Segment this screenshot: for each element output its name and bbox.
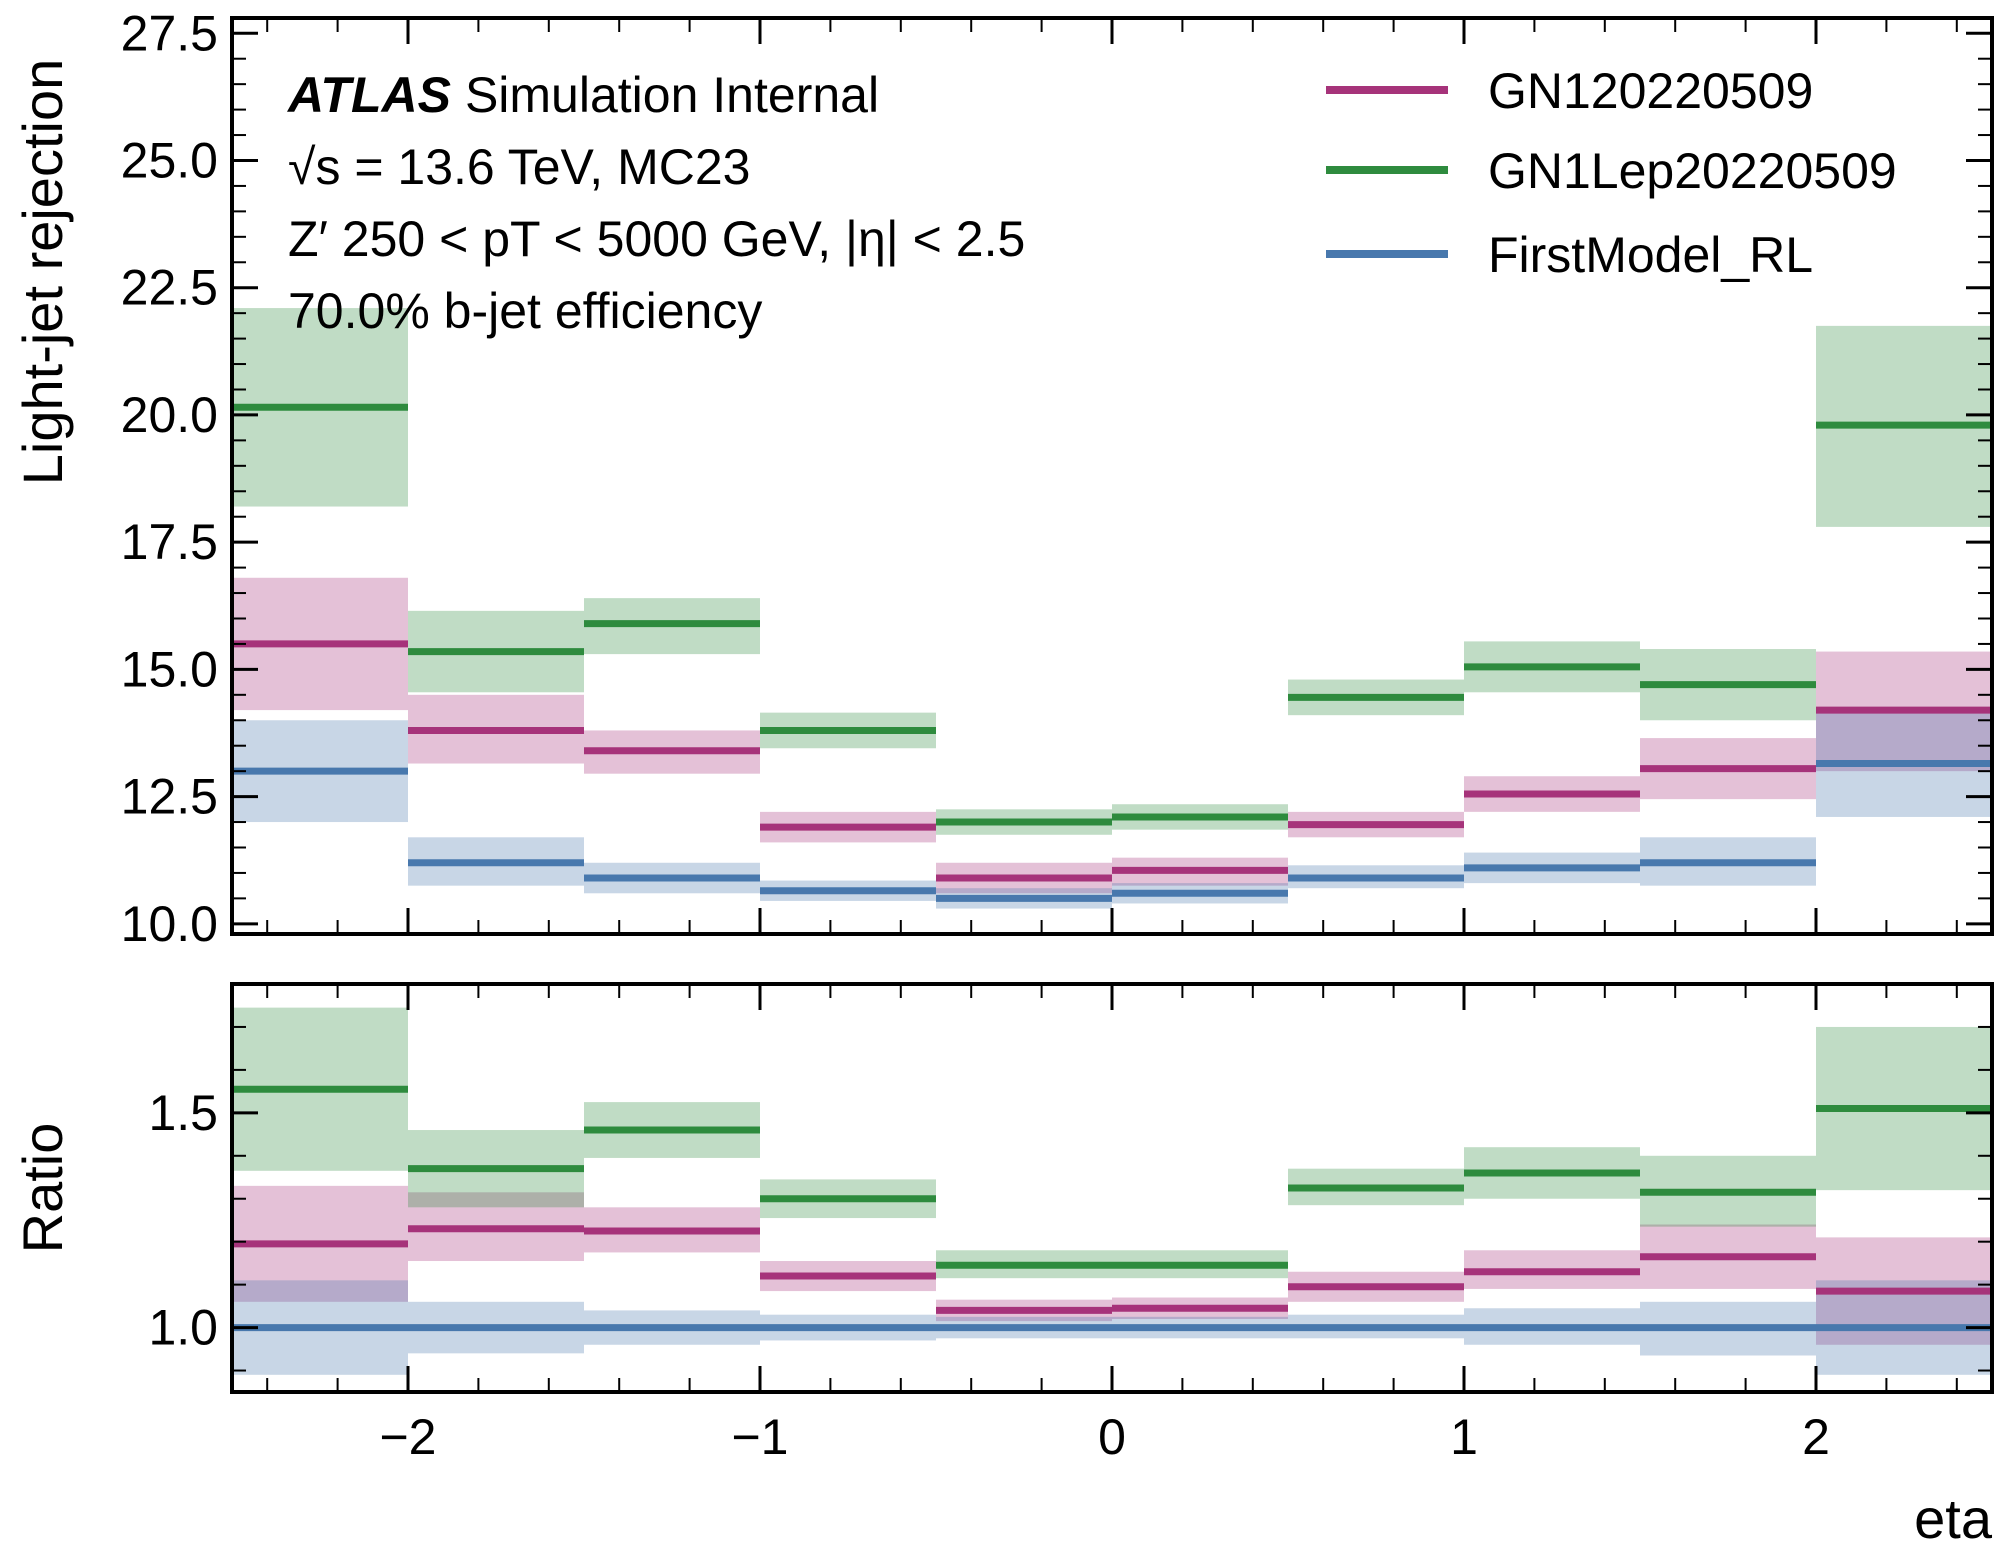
- main-y-axis-label: Light-jet rejection: [11, 59, 74, 485]
- main-ytick-label: 20.0: [121, 387, 218, 443]
- main-ytick-label: 17.5: [121, 514, 218, 570]
- x-axis-label: eta: [1914, 1487, 1993, 1550]
- main-ytick-label: 12.5: [121, 769, 218, 825]
- selection-label: Z′ 250 < pT < 5000 GeV, |η| < 2.5: [288, 211, 1025, 267]
- main-ytick-label: 10.0: [121, 896, 218, 952]
- main-ytick-label: 25.0: [121, 132, 218, 188]
- ratio-panel-frame: [230, 982, 1994, 1394]
- ratio-y-axis-label: Ratio: [11, 1123, 74, 1254]
- main-ytick-label: 22.5: [121, 260, 218, 316]
- xtick-label: −2: [379, 1409, 436, 1465]
- xtick-label: 0: [1098, 1409, 1126, 1465]
- main-ytick-label: 15.0: [121, 641, 218, 697]
- ratio-ytick-label: 1.5: [148, 1085, 218, 1141]
- main-panel-frame: [230, 16, 1994, 936]
- legend-label-gn1: GN120220509: [1488, 63, 1813, 119]
- atlas-status-label: Simulation Internal: [465, 67, 879, 123]
- ratio-ytick-label: 1.0: [148, 1300, 218, 1356]
- legend: GN120220509 GN1Lep20220509 FirstModel_RL: [1326, 63, 1897, 283]
- axis-ticks: 10.0 12.5 15.0 17.5 20.0 22.5 25.0 27.5 1.0 1.5 −2…: [121, 5, 1992, 1465]
- working-point-label: 70.0% b-jet efficiency: [288, 283, 762, 339]
- legend-label-gn1lep: GN1Lep20220509: [1488, 143, 1897, 199]
- xtick-label: 2: [1802, 1409, 1830, 1465]
- atlas-label: ATLAS Simulation Internal √s = 13.6 TeV, …: [286, 67, 1025, 339]
- main-ytick-label: 27.5: [121, 5, 218, 61]
- xtick-label: 1: [1450, 1409, 1478, 1465]
- ratio-panel-lines: [232, 1085, 1992, 1332]
- legend-label-firstmodel: FirstModel_RL: [1488, 227, 1813, 283]
- energy-label: √s = 13.6 TeV, MC23: [288, 139, 750, 195]
- main-panel-lines: [232, 403, 1992, 902]
- atlas-experiment-label: ATLAS: [286, 67, 451, 123]
- xtick-label: −1: [731, 1409, 788, 1465]
